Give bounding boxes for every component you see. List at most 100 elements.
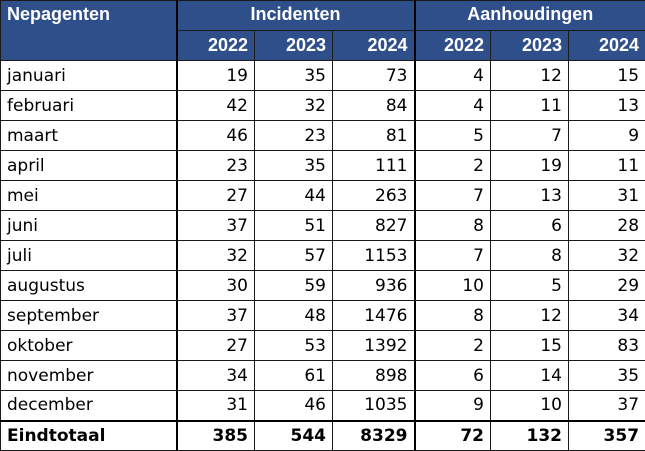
- aanhoudingen-cell: 5: [415, 121, 491, 151]
- month-cell: oktober: [1, 331, 177, 361]
- incidenten-cell: 35: [255, 61, 333, 91]
- incidenten-cell: 32: [255, 91, 333, 121]
- total-cell: 357: [569, 421, 645, 451]
- incidenten-cell: 19: [177, 61, 255, 91]
- incidenten-cell: 27: [177, 181, 255, 211]
- aanhoudingen-cell: 8: [491, 241, 569, 271]
- aanhoudingen-header: Aanhoudingen: [415, 1, 645, 31]
- total-label: Eindtotaal: [1, 421, 177, 451]
- aanhoudingen-cell: 14: [491, 361, 569, 391]
- aanhoudingen-cell: 29: [569, 271, 645, 301]
- year-header: 2024: [333, 31, 415, 61]
- aanhoudingen-cell: 4: [415, 91, 491, 121]
- total-cell: 544: [255, 421, 333, 451]
- month-cell: september: [1, 301, 177, 331]
- aanhoudingen-cell: 6: [415, 361, 491, 391]
- month-cell: mei: [1, 181, 177, 211]
- aanhoudingen-cell: 10: [415, 271, 491, 301]
- aanhoudingen-cell: 11: [491, 91, 569, 121]
- incidenten-cell: 44: [255, 181, 333, 211]
- year-header: 2022: [415, 31, 491, 61]
- month-cell: juli: [1, 241, 177, 271]
- incidenten-cell: 73: [333, 61, 415, 91]
- incidenten-cell: 27: [177, 331, 255, 361]
- incidenten-cell: 51: [255, 211, 333, 241]
- aanhoudingen-cell: 4: [415, 61, 491, 91]
- aanhoudingen-cell: 9: [415, 391, 491, 421]
- incidenten-cell: 1392: [333, 331, 415, 361]
- incidenten-cell: 84: [333, 91, 415, 121]
- aanhoudingen-cell: 83: [569, 331, 645, 361]
- aanhoudingen-cell: 32: [569, 241, 645, 271]
- header-group-row: Nepagenten Incidenten Aanhoudingen: [1, 1, 645, 31]
- aanhoudingen-cell: 13: [491, 181, 569, 211]
- incidenten-cell: 31: [177, 391, 255, 421]
- month-cell: maart: [1, 121, 177, 151]
- total-cell: 72: [415, 421, 491, 451]
- aanhoudingen-cell: 34: [569, 301, 645, 331]
- year-header: 2022: [177, 31, 255, 61]
- total-cell: 385: [177, 421, 255, 451]
- month-cell: augustus: [1, 271, 177, 301]
- month-cell: juni: [1, 211, 177, 241]
- aanhoudingen-cell: 8: [415, 301, 491, 331]
- year-header: 2024: [569, 31, 645, 61]
- incidenten-cell: 111: [333, 151, 415, 181]
- incidenten-cell: 1035: [333, 391, 415, 421]
- incidenten-cell: 23: [177, 151, 255, 181]
- aanhoudingen-cell: 19: [491, 151, 569, 181]
- aanhoudingen-cell: 7: [415, 241, 491, 271]
- year-header: 2023: [491, 31, 569, 61]
- incidenten-cell: 81: [333, 121, 415, 151]
- month-cell: april: [1, 151, 177, 181]
- aanhoudingen-cell: 2: [415, 151, 491, 181]
- incidenten-cell: 42: [177, 91, 255, 121]
- aanhoudingen-cell: 15: [569, 61, 645, 91]
- aanhoudingen-cell: 28: [569, 211, 645, 241]
- aanhoudingen-cell: 9: [569, 121, 645, 151]
- aanhoudingen-cell: 7: [491, 121, 569, 151]
- total-cell: 132: [491, 421, 569, 451]
- incidenten-cell: 30: [177, 271, 255, 301]
- corner-header: Nepagenten: [1, 1, 177, 61]
- month-cell: december: [1, 391, 177, 421]
- incidenten-cell: 827: [333, 211, 415, 241]
- incidenten-cell: 46: [177, 121, 255, 151]
- incidenten-cell: 46: [255, 391, 333, 421]
- aanhoudingen-cell: 11: [569, 151, 645, 181]
- month-cell: november: [1, 361, 177, 391]
- incidenten-cell: 37: [177, 211, 255, 241]
- aanhoudingen-cell: 13: [569, 91, 645, 121]
- incidenten-cell: 263: [333, 181, 415, 211]
- incidenten-cell: 37: [177, 301, 255, 331]
- aanhoudingen-cell: 37: [569, 391, 645, 421]
- aanhoudingen-cell: 10: [491, 391, 569, 421]
- month-cell: februari: [1, 91, 177, 121]
- aanhoudingen-cell: 35: [569, 361, 645, 391]
- aanhoudingen-cell: 2: [415, 331, 491, 361]
- incidenten-cell: 53: [255, 331, 333, 361]
- incidenten-cell: 57: [255, 241, 333, 271]
- aanhoudingen-cell: 8: [415, 211, 491, 241]
- incidenten-cell: 35: [255, 151, 333, 181]
- incidenten-cell: 61: [255, 361, 333, 391]
- aanhoudingen-cell: 12: [491, 61, 569, 91]
- total-row: Eindtotaal 385 544 8329 72 132 357: [1, 421, 645, 451]
- incidenten-header: Incidenten: [177, 1, 415, 31]
- aanhoudingen-cell: 15: [491, 331, 569, 361]
- incidenten-cell: 898: [333, 361, 415, 391]
